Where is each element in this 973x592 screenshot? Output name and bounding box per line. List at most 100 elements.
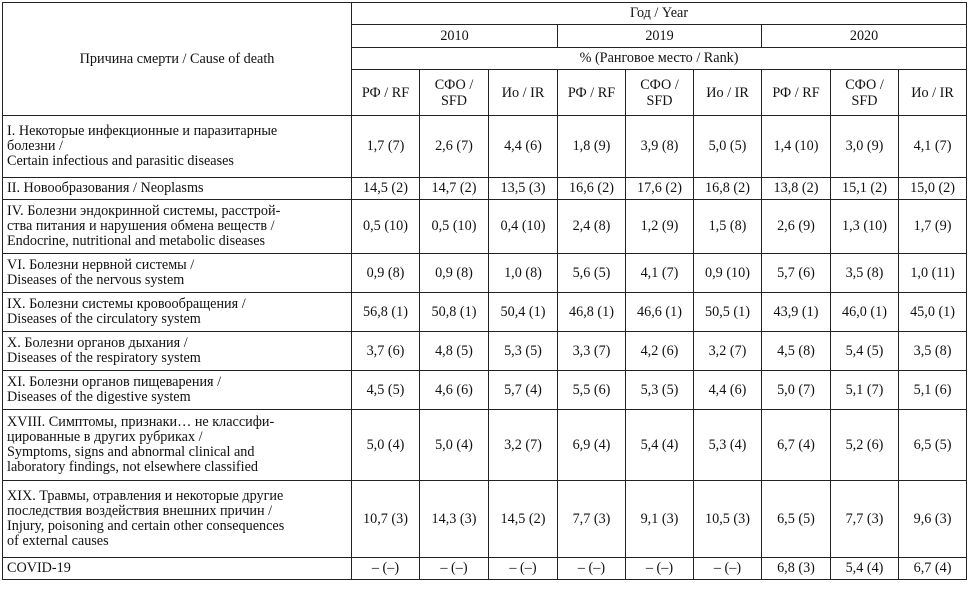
cause-line: Injury, poisoning and certain other cons… [7, 518, 285, 534]
value-cell: 5,3 (4) [693, 409, 762, 481]
value-cell: 4,4 (6) [488, 115, 558, 178]
cause-line: цированные в других рубриках / [7, 429, 203, 445]
value-cell: 1,7 (7) [351, 115, 420, 178]
value-cell: 5,7 (6) [761, 253, 831, 293]
table-row: XIX. Травмы, отравления и некоторые друг… [2, 480, 968, 558]
cause-line: ства питания и нарушения обмена веществ … [7, 218, 275, 234]
value-cell: – (–) [693, 557, 762, 580]
value-cell: 16,8 (2) [693, 177, 762, 200]
region-header-line: СФО / [845, 76, 884, 93]
value-cell: 2,4 (8) [557, 199, 626, 254]
value-cell: 6,7 (4) [761, 409, 831, 481]
year-header: Год / Year [350, 2, 968, 25]
value-cell: 3,2 (7) [693, 331, 762, 371]
value-cell: 1,3 (10) [830, 199, 899, 254]
value-cell: 5,3 (5) [488, 331, 558, 371]
table-row: I. Некоторые инфекционные и паразитарные… [2, 115, 968, 178]
value-cell: 7,7 (3) [830, 480, 899, 558]
cause-line: laboratory findings, not elsewhere class… [7, 459, 258, 475]
value-cell: 2,6 (7) [419, 115, 489, 178]
cause-cell: XI. Болезни органов пищеварения / Disease… [2, 370, 352, 410]
region-header-line: Ио / IR [911, 84, 954, 101]
value-cell: 10,5 (3) [693, 480, 762, 558]
region-header-ir-2020: Ио / IR [897, 69, 968, 116]
region-header-rf-2020: РФ / RF [761, 69, 831, 116]
cause-cell: IV. Болезни эндокринной системы, расстро… [2, 199, 352, 254]
value-cell: 1,4 (10) [761, 115, 831, 178]
value-cell: 6,5 (5) [761, 480, 831, 558]
value-cell: 3,2 (7) [488, 409, 558, 481]
value-cell: 1,0 (8) [488, 253, 558, 293]
cause-line: II. Новообразования / Neoplasms [7, 180, 204, 196]
cause-line: Diseases of the nervous system [7, 272, 185, 288]
value-cell: 14,5 (2) [351, 177, 420, 200]
value-cell: 43,9 (1) [761, 292, 831, 332]
region-header-ir-2010: Ио / IR [488, 69, 558, 116]
region-header-line: СФО / [434, 76, 474, 93]
value-cell: 5,1 (6) [897, 370, 968, 410]
value-cell: 13,5 (3) [488, 177, 558, 200]
value-cell: 5,5 (6) [557, 370, 626, 410]
value-cell: 46,6 (1) [625, 292, 694, 332]
value-cell: 0,5 (10) [419, 199, 489, 254]
value-cell: 16,6 (2) [557, 177, 626, 200]
table-row: XI. Болезни органов пищеварения / Disease… [2, 370, 968, 410]
region-header-ir-2019: Ио / IR [693, 69, 762, 116]
value-cell: 5,4 (5) [830, 331, 899, 371]
value-cell: 1,8 (9) [557, 115, 626, 178]
region-header-sfd-2020: СФО / SFD [830, 69, 899, 116]
value-cell: 1,5 (8) [693, 199, 762, 254]
value-cell: 5,0 (7) [761, 370, 831, 410]
cause-line: IX. Болезни системы кровообращения / [7, 296, 246, 312]
value-cell: 3,0 (9) [830, 115, 899, 178]
cause-cell: XIX. Травмы, отравления и некоторые друг… [2, 480, 352, 558]
region-header-line: SFD [440, 92, 468, 109]
value-cell: 5,4 (4) [830, 557, 899, 580]
value-cell: 7,7 (3) [557, 480, 626, 558]
value-cell: 4,1 (7) [625, 253, 694, 293]
value-cell: – (–) [419, 557, 489, 580]
value-cell: 9,6 (3) [897, 480, 968, 558]
table-row: COVID-19– (–) – (–) – (–) – (–) – (–) – (–) 6,… [2, 557, 968, 580]
cause-line: болезни / [7, 138, 63, 154]
value-cell: 46,0 (1) [830, 292, 899, 332]
cause-line: Diseases of the respiratory system [7, 350, 201, 366]
value-cell: 4,8 (5) [419, 331, 489, 371]
value-cell: 5,0 (5) [693, 115, 762, 178]
region-header-line: Ио / IR [501, 84, 545, 101]
cause-line: Symptoms, signs and abnormal clinical an… [7, 444, 255, 460]
year-2010-header: 2010 [351, 24, 558, 48]
region-header-line: РФ / RF [567, 84, 616, 101]
value-cell: 4,2 (6) [625, 331, 694, 371]
value-cell: 4,5 (8) [761, 331, 831, 371]
value-cell: 4,1 (7) [897, 115, 968, 178]
cause-line: Certain infectious and parasitic disease… [7, 153, 234, 169]
cause-line: IV. Болезни эндокринной системы, расстро… [7, 203, 281, 219]
value-cell: – (–) [351, 557, 420, 580]
cause-line: Diseases of the digestive system [7, 389, 191, 405]
value-cell: 6,5 (5) [897, 409, 968, 481]
value-cell: 3,5 (8) [830, 253, 899, 293]
cause-cell: II. Новообразования / Neoplasms [2, 177, 352, 200]
value-cell: 15,1 (2) [830, 177, 899, 200]
table-row: II. Новообразования / Neoplasms 14,5 (2) 1… [2, 177, 968, 200]
value-cell: 50,8 (1) [419, 292, 489, 332]
value-cell: – (–) [625, 557, 694, 580]
cause-line: XIX. Травмы, отравления и некоторые друг… [7, 488, 284, 504]
value-cell: 4,5 (5) [351, 370, 420, 410]
value-cell: 5,1 (7) [830, 370, 899, 410]
value-cell: 0,4 (10) [488, 199, 558, 254]
year-2019-header: 2019 [557, 24, 762, 48]
region-header-line: РФ / RF [772, 84, 820, 101]
cause-line: of external causes [7, 533, 109, 549]
region-header-sfd-2010: СФО / SFD [419, 69, 489, 116]
cause-line: I. Некоторые инфекционные и паразитарные [7, 123, 278, 139]
cause-cell: I. Некоторые инфекционные и паразитарные… [2, 115, 352, 178]
value-cell: 5,0 (4) [351, 409, 420, 481]
value-cell: 5,2 (6) [830, 409, 899, 481]
value-cell: 5,4 (4) [625, 409, 694, 481]
table-header: Причина смерти / Cause of death Год / Ye… [2, 2, 968, 116]
unit-header: % (Ранговое место / Rank) [350, 47, 968, 70]
value-cell: 9,1 (3) [625, 480, 694, 558]
cause-cell: IX. Болезни системы кровообращения / Dise… [2, 292, 352, 332]
